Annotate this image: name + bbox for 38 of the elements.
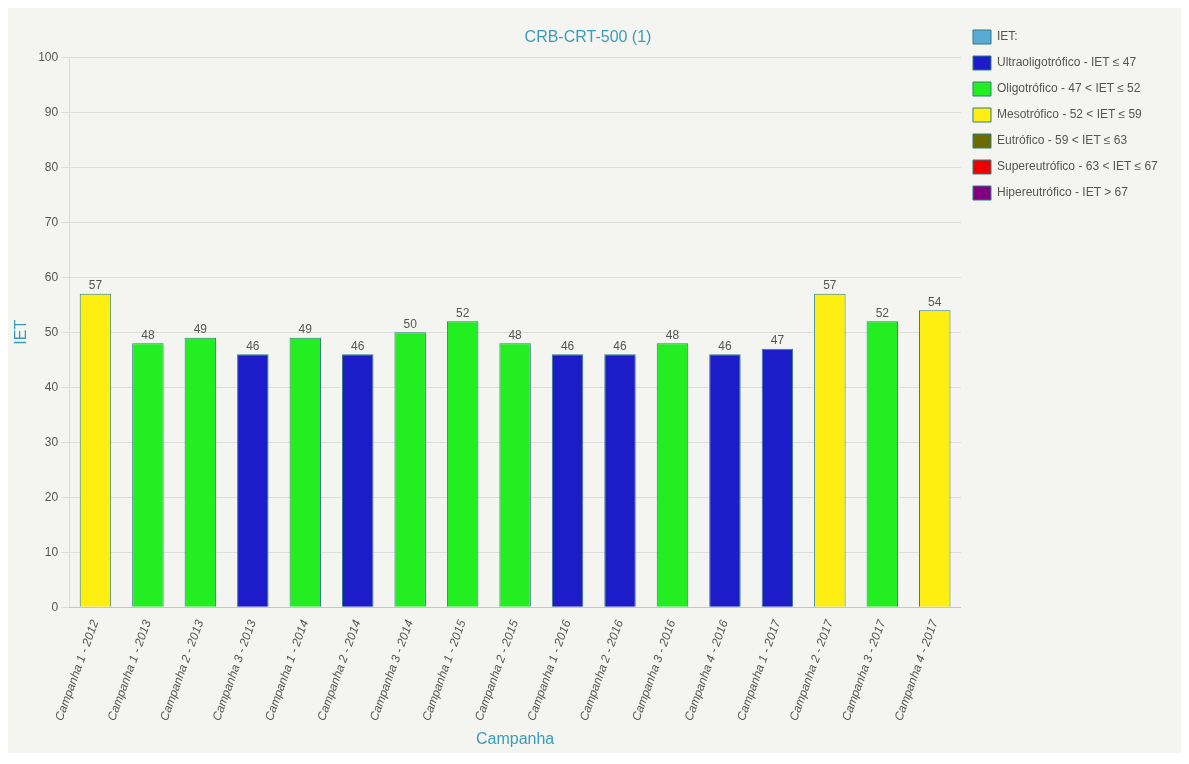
y-tick-label: 90 xyxy=(44,104,59,119)
legend-label: Supereutrófico - 63 < IET ≤ 67 xyxy=(997,159,1159,174)
x-axis-title: Campanha xyxy=(475,729,555,747)
y-tick-label: 20 xyxy=(44,489,59,504)
data-label: 46 xyxy=(718,338,732,353)
data-label: 46 xyxy=(246,338,260,353)
data-label: 48 xyxy=(665,327,680,342)
legend-label: Ultraoligotrófico - IET ≤ 47 xyxy=(997,55,1137,70)
y-tick-label: 80 xyxy=(44,159,59,174)
data-label: 54 xyxy=(928,294,942,309)
data-label: 48 xyxy=(141,327,155,342)
legend-label: Hipereutrófico - IET > 67 xyxy=(997,185,1129,200)
data-label: 48 xyxy=(508,327,523,342)
data-label: 49 xyxy=(298,322,313,337)
data-label: 49 xyxy=(193,322,208,337)
data-label: 46 xyxy=(560,338,575,353)
y-tick-label: 70 xyxy=(44,214,59,229)
y-tick-label: 30 xyxy=(44,434,59,449)
data-label: 57 xyxy=(823,278,837,293)
y-axis-title: IET xyxy=(12,319,30,345)
y-tick-label: 100 xyxy=(38,49,59,64)
data-label: 50 xyxy=(403,316,418,331)
data-label: 57 xyxy=(88,278,103,293)
chart-title: CRB-CRT-500 (1) xyxy=(524,28,652,46)
legend-label: Mesotrófico - 52 < IET ≤ 59 xyxy=(997,107,1143,122)
y-tick-label: 10 xyxy=(44,544,59,559)
data-label: 47 xyxy=(770,333,785,348)
legend-label: Eutrófico - 59 < IET ≤ 63 xyxy=(997,133,1128,148)
legend-label: Oligotrófico - 47 < IET ≤ 52 xyxy=(997,81,1141,96)
data-label: 46 xyxy=(613,338,628,353)
data-label: 52 xyxy=(455,305,470,320)
y-tick-label: 0 xyxy=(51,599,59,614)
data-label: 46 xyxy=(351,338,365,353)
y-tick-label: 50 xyxy=(44,324,59,339)
data-label: 52 xyxy=(875,305,890,320)
y-tick-label: 60 xyxy=(44,269,59,284)
legend-label: IET: xyxy=(997,29,1018,44)
y-tick-label: 40 xyxy=(44,379,59,394)
